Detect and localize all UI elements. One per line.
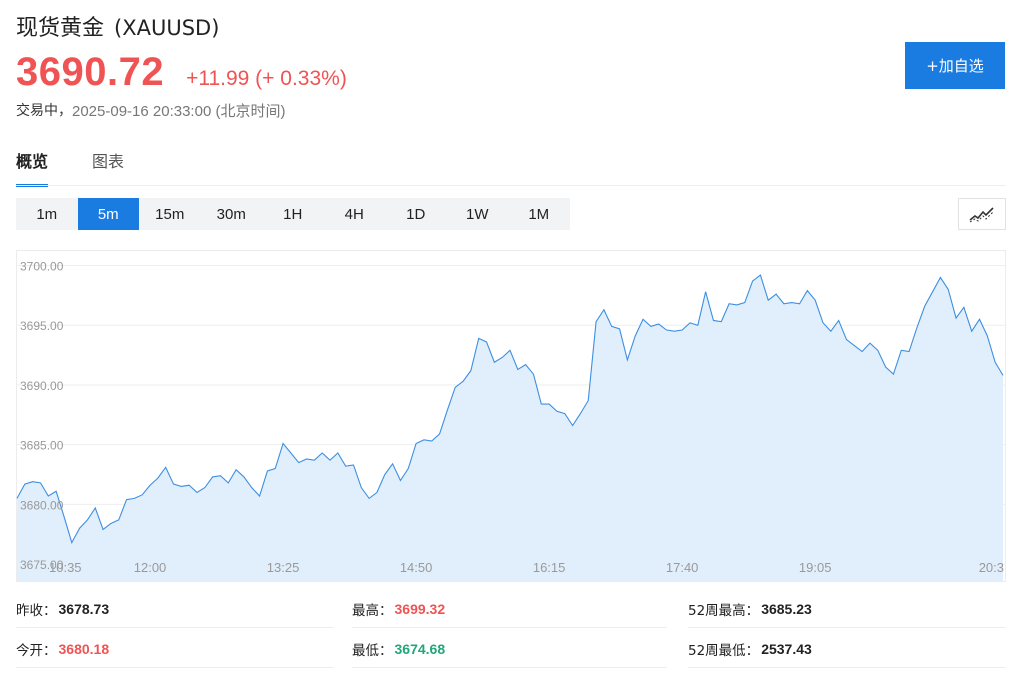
stat-52w-high: 52周最高： 3685.23 [688,590,1006,628]
tabs-divider [16,185,1006,186]
trading-status: 交易中， 2025-09-16 20:33:00 (北京时间) [16,100,285,121]
stat-high: 最高： 3699.32 [352,590,667,628]
y-tick-label: 3680.00 [20,498,64,512]
price-area-fill [17,275,1003,582]
y-tick-label: 3690.00 [20,379,64,393]
stat-value: 3674.68 [394,640,446,657]
y-tick-label: 3695.00 [20,319,64,333]
stat-52w-low: 52周最低： 2537.43 [688,630,1006,668]
price-change: +11.99 (+ 0.33%) [186,67,347,90]
interval-1d[interactable]: 1D [406,205,426,223]
stat-label: 最高： [352,602,393,619]
instrument-symbol: (XAUUSD) [114,16,220,40]
stat-label: 52周最高： [688,602,760,619]
x-tick-label: 12:00 [134,560,167,575]
interval-selector: 1m 5m 15m 30m 1H 4H 1D 1W 1M [16,198,570,230]
line-chart-icon [969,207,994,223]
quote-timestamp: 2025-09-16 20:33:00 (北京时间) [72,103,286,120]
price-chart[interactable]: 3700.00 3695.00 3690.00 3685.00 3680.00 3675.… [16,250,1006,582]
price-row: 3690.72 +11.99 (+ 0.33%) [16,50,347,95]
x-tick-label: 16:15 [533,560,566,575]
x-tick-label: 20:3 [979,560,1004,575]
interval-1m[interactable]: 1m [36,205,58,223]
y-tick-label: 3675.00 [20,558,64,572]
price-chart-svg[interactable]: 3700.00 3695.00 3690.00 3685.00 3680.00 3675.… [16,250,1006,582]
tab-overview[interactable]: 概览 [16,148,49,187]
x-tick-label: 10:35 [49,560,82,575]
interval-30m[interactable]: 30m [216,205,246,223]
stat-label: 52周最低： [688,642,760,659]
interval-15m[interactable]: 15m [155,205,185,223]
status-text: 交易中， [16,103,72,119]
stat-prev-close: 昨收： 3678.73 [16,590,334,628]
add-watchlist-button[interactable]: +加自选 [905,42,1005,89]
interval-1mo[interactable]: 1M [528,205,550,223]
x-tick-label: 14:50 [400,560,433,575]
x-tick-label: 13:25 [267,560,300,575]
stat-label: 今开： [16,642,57,659]
tab-chart[interactable]: 图表 [92,152,125,171]
stat-value: 3678.73 [58,600,110,617]
chart-type-button[interactable] [958,198,1006,230]
interval-4h[interactable]: 4H [344,205,364,223]
interval-1h[interactable]: 1H [283,205,303,223]
stat-low: 最低： 3674.68 [352,630,667,668]
stat-label: 最低： [352,642,393,659]
stat-value: 3680.18 [58,640,110,657]
stat-value: 3699.32 [394,600,446,617]
stat-value: 2537.43 [761,640,812,657]
instrument-title: 现货黄金 (XAUUSD) [16,10,219,42]
y-tick-label: 3685.00 [20,439,64,453]
current-price: 3690.72 [16,50,165,94]
stat-label: 昨收： [16,602,57,619]
stat-value: 3685.23 [761,600,812,617]
interval-1w[interactable]: 1W [466,205,489,223]
y-tick-label: 3700.00 [20,260,64,274]
interval-5m[interactable]: 5m [77,198,139,230]
x-tick-label: 19:05 [799,560,832,575]
section-tabs: 概览 图表 [16,148,124,187]
stat-open: 今开： 3680.18 [16,630,334,668]
instrument-name: 现货黄金 [16,16,105,41]
price-line [16,274,1004,545]
x-tick-label: 17:40 [666,560,699,575]
